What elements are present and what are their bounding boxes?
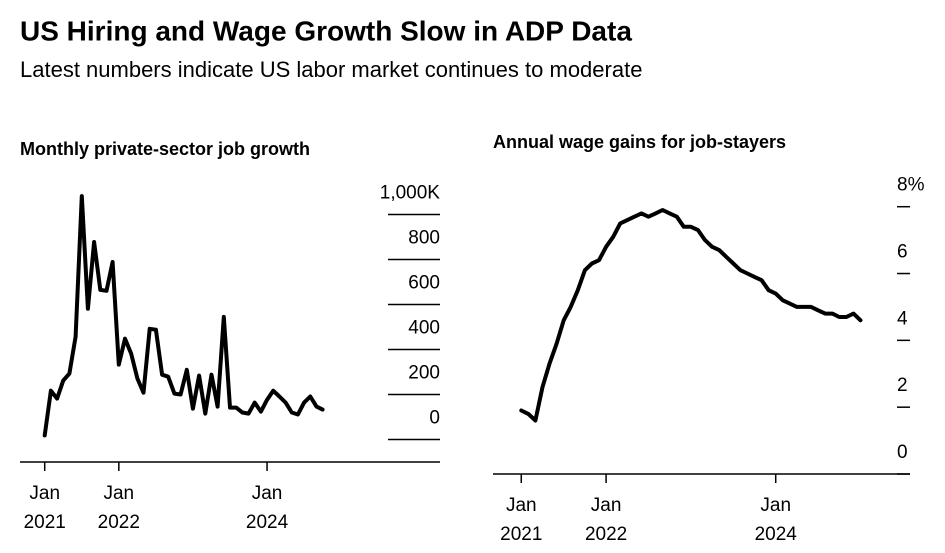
x-tick-label: Jan 2021 [500,495,543,545]
y-tick-label: 1,000K [380,183,441,204]
x-tick-label: Jan 2022 [584,495,628,545]
data-line [42,194,325,438]
y-tick-label: 6 [897,242,908,263]
y-tick-label: 600 [408,273,440,294]
y-tick-label: 400 [408,318,440,339]
y-tick-label: 4 [897,308,908,329]
y-tick-label: 800 [408,228,440,249]
y-tick-label: 0 [897,442,908,463]
y-tick-label: 8% [897,175,925,196]
y-tick-label: 200 [408,363,440,384]
panel-title: Monthly private-sector job growth [20,139,310,159]
x-tick-label: Jan 2024 [754,495,797,545]
y-tick-label: 2 [897,375,908,396]
y-tick-label: 0 [429,408,440,429]
title: US Hiring and Wage Growth Slow in ADP Da… [20,15,632,46]
data-line [519,208,863,423]
panel-title: Annual wage gains for job-stayers [493,132,786,152]
subtitle: Latest numbers indicate US labor market … [20,57,642,82]
x-tick-label: Jan 2024 [245,483,289,533]
x-tick-label: Jan 2022 [97,483,140,533]
x-tick-label: Jan 2021 [23,483,66,533]
